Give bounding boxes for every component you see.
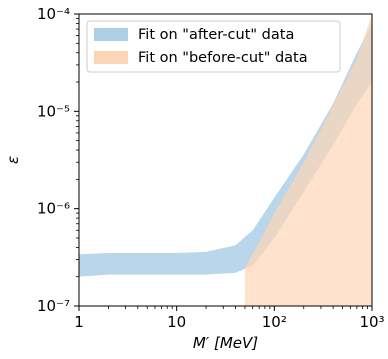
plot-frame: [78, 13, 373, 307]
y-tick-label: 10⁻⁵: [37, 102, 70, 120]
y-tick-label: 10⁻⁶: [37, 200, 70, 218]
legend-swatch: [94, 51, 128, 64]
legend-swatch: [94, 28, 128, 41]
band-before-cut: [244, 14, 372, 306]
x-tick-label: 10: [167, 313, 186, 331]
legend-entry: Fit on "before-cut" data: [138, 50, 308, 66]
legend-box: [86, 20, 341, 73]
y-tick-label: 10⁻⁴: [37, 5, 70, 23]
y-axis-label: ε: [4, 156, 22, 164]
x-tick-label: 1: [74, 313, 84, 331]
x-axis: 1 10 10² 10³: [74, 306, 385, 331]
x-tick-label: 10³: [359, 313, 384, 331]
data-areas: [79, 14, 372, 306]
x-axis-label: M′ [MeV]: [193, 334, 258, 352]
x-tick-label: 10²: [262, 313, 287, 331]
y-axis: 10⁻⁷ 10⁻⁶ 10⁻⁵ 10⁻⁴: [37, 5, 79, 315]
legend-entry: Fit on "after-cut" data: [138, 27, 294, 43]
legend: Fit on "after-cut" data Fit on "before-cu…: [86, 20, 341, 73]
y-tick-label: 10⁻⁷: [37, 297, 70, 315]
